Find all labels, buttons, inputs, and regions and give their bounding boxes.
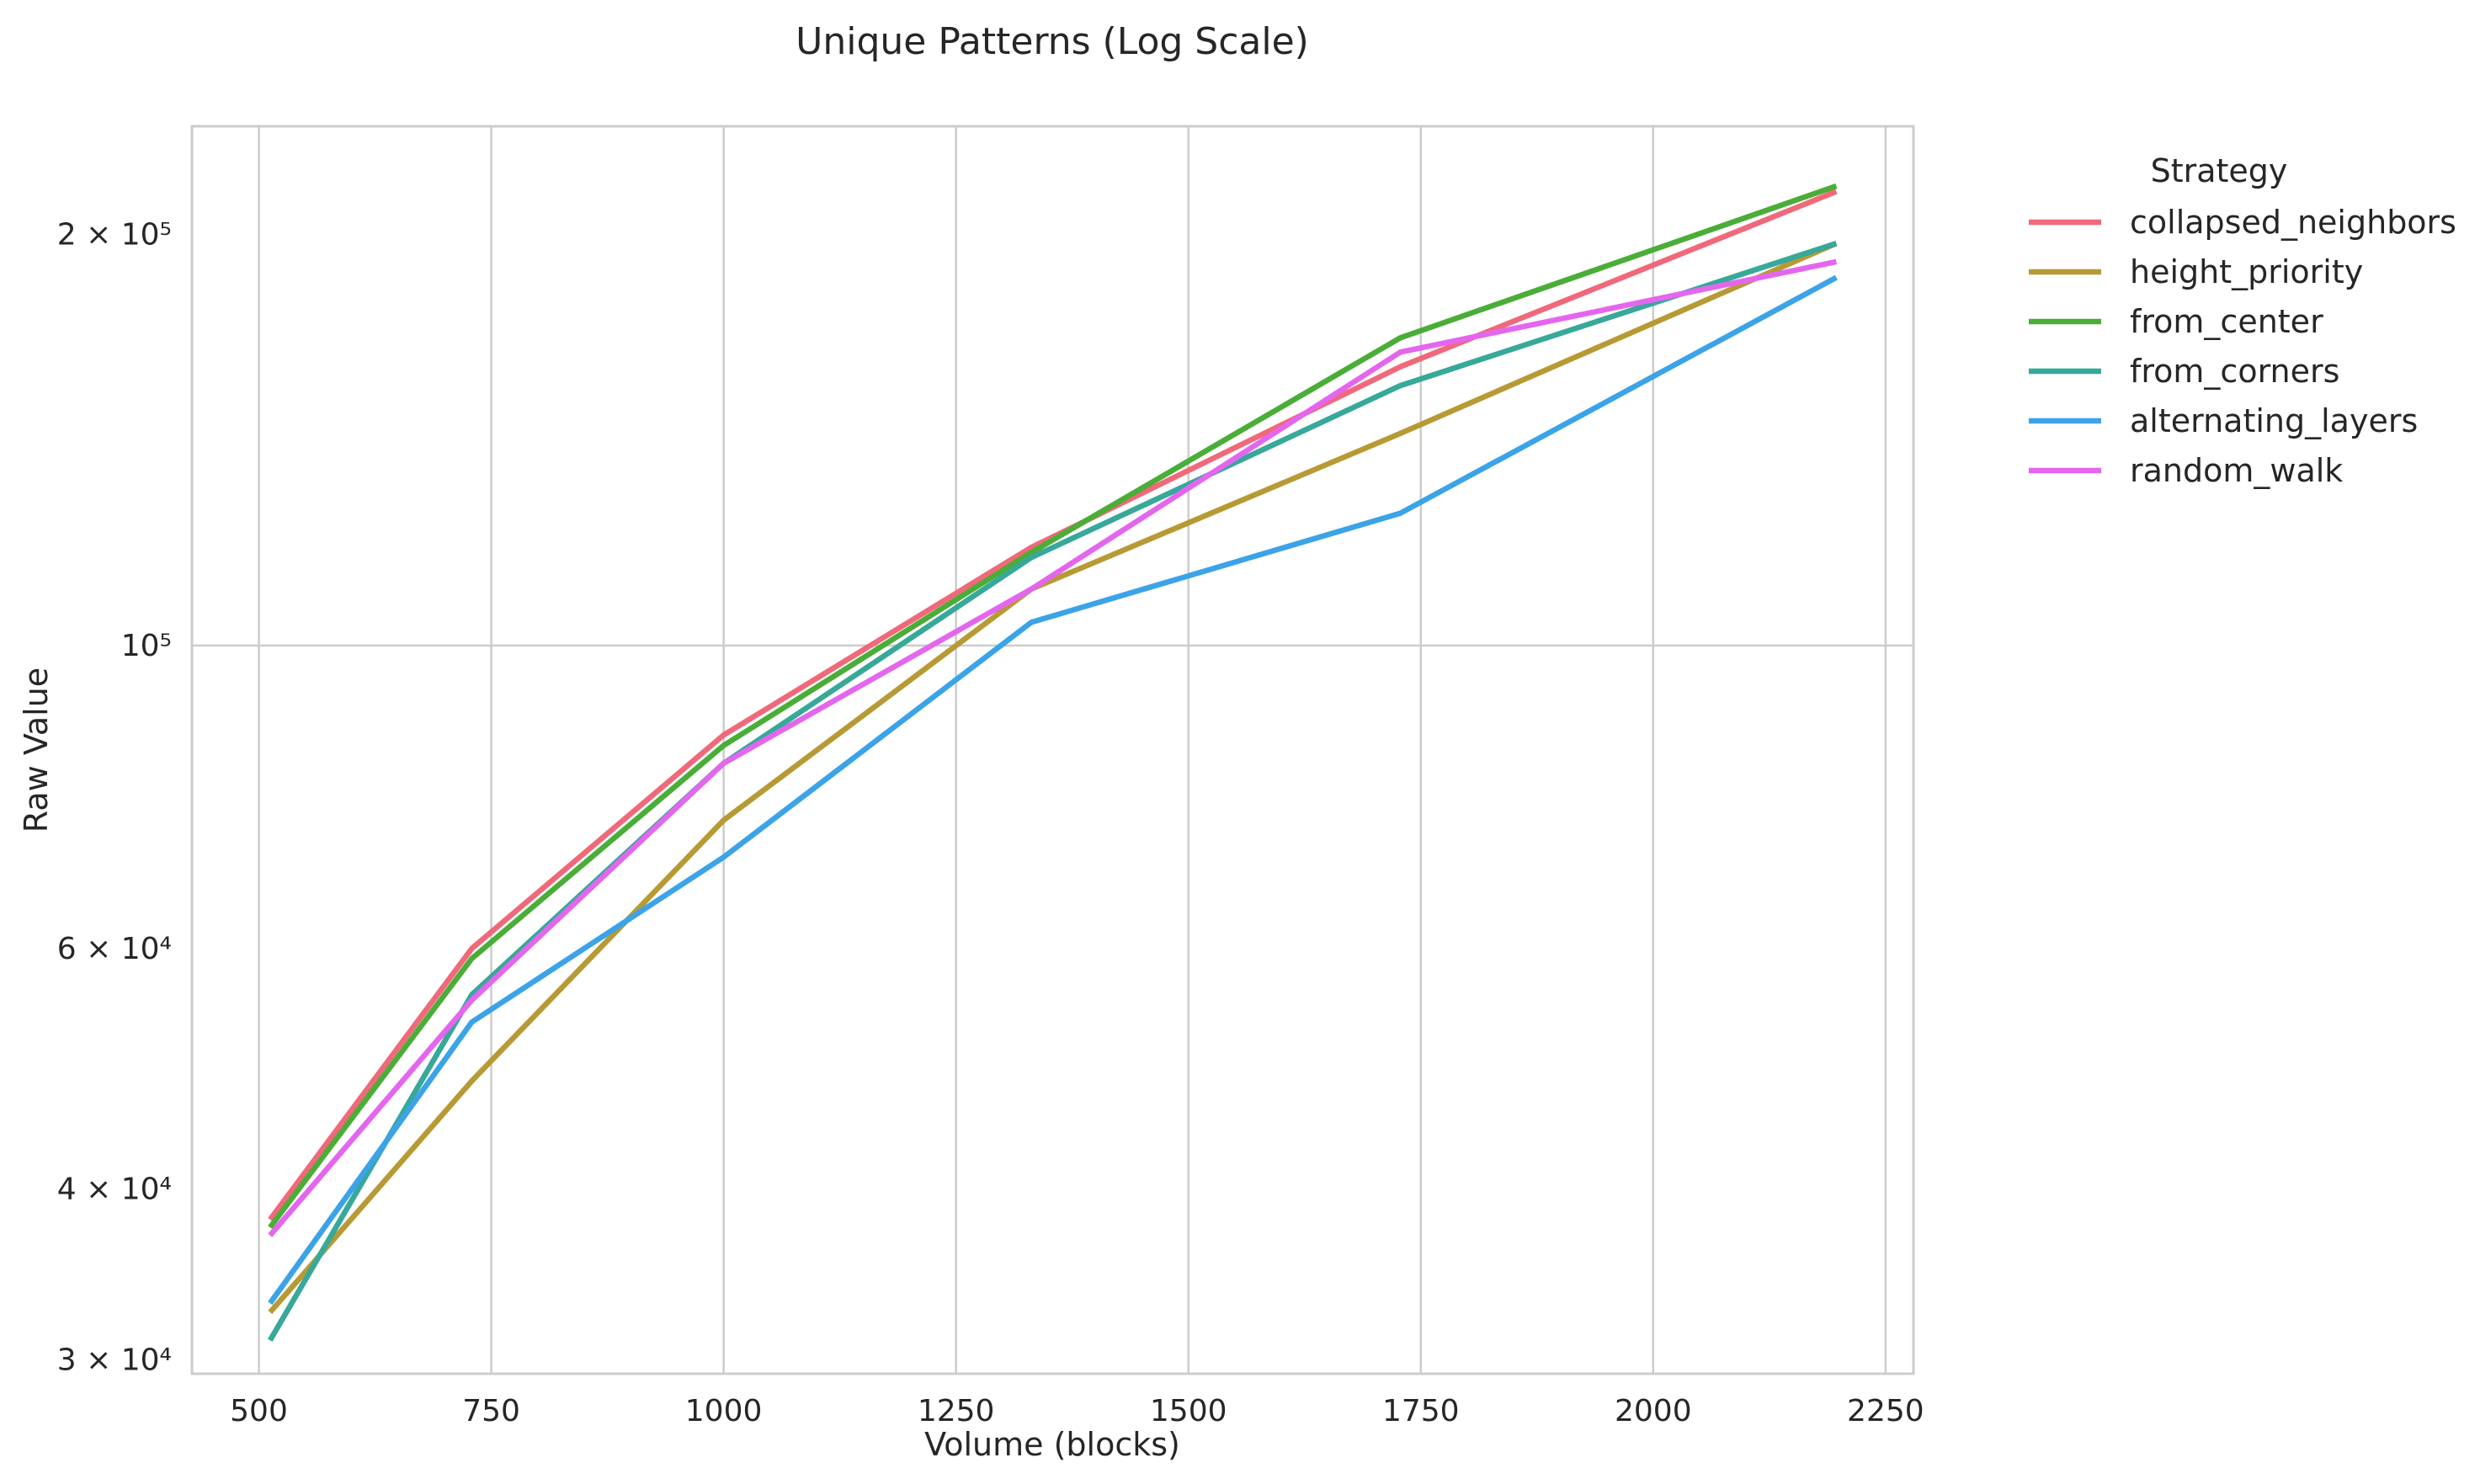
x-tick-labels: 500 750 1000 1250 1500 1750 2000 2250	[230, 1394, 1924, 1428]
y-tick-label-3: 10⁵	[121, 629, 172, 663]
legend-label-collapsed-neighbors: collapsed_neighbors	[2130, 204, 2456, 241]
legend: Strategy collapsed_neighbors height_prior…	[2029, 152, 2456, 489]
legend-title: Strategy	[2151, 152, 2288, 189]
y-tick-label-4: 2 × 10⁵	[57, 217, 172, 252]
grid-lines	[192, 126, 1913, 1374]
legend-label-random-walk: random_walk	[2130, 452, 2343, 489]
x-tick-label-3: 1250	[918, 1394, 995, 1428]
x-axis-label: Volume (blocks)	[924, 1426, 1180, 1463]
x-tick-label-6: 2000	[1615, 1394, 1692, 1428]
x-tick-label-0: 500	[230, 1394, 288, 1428]
legend-label-alternating-layers: alternating_layers	[2130, 402, 2418, 439]
series-lines	[267, 183, 1838, 1342]
series-line-height-priority	[268, 241, 1838, 1315]
x-tick-label-2: 1000	[685, 1394, 763, 1428]
series-line-from-corners	[267, 241, 1838, 1342]
legend-label-height-priority: height_priority	[2130, 253, 2363, 290]
y-tick-label-2: 6 × 10⁴	[57, 932, 172, 966]
x-tick-label-7: 2250	[1847, 1394, 1924, 1428]
series-line-from-center	[268, 183, 1838, 1230]
legend-label-from-center: from_center	[2130, 303, 2323, 340]
y-tick-labels: 3 × 10⁴ 4 × 10⁴ 6 × 10⁴ 10⁵ 2 × 10⁵	[57, 217, 172, 1377]
y-axis-label: Raw Value	[18, 668, 55, 832]
x-tick-label-4: 1500	[1150, 1394, 1227, 1428]
x-tick-label-1: 750	[462, 1394, 520, 1428]
plot-frame	[190, 125, 1915, 1375]
y-tick-label-1: 4 × 10⁴	[57, 1173, 172, 1207]
x-tick-label-5: 1750	[1382, 1394, 1460, 1428]
chart-title: Unique Patterns (Log Scale)	[796, 20, 1309, 63]
series-line-random-walk	[268, 258, 1838, 1237]
series-line-alternating-layers	[268, 274, 1838, 1306]
y-tick-label-0: 3 × 10⁴	[57, 1343, 172, 1377]
legend-label-from-corners: from_corners	[2130, 353, 2339, 390]
